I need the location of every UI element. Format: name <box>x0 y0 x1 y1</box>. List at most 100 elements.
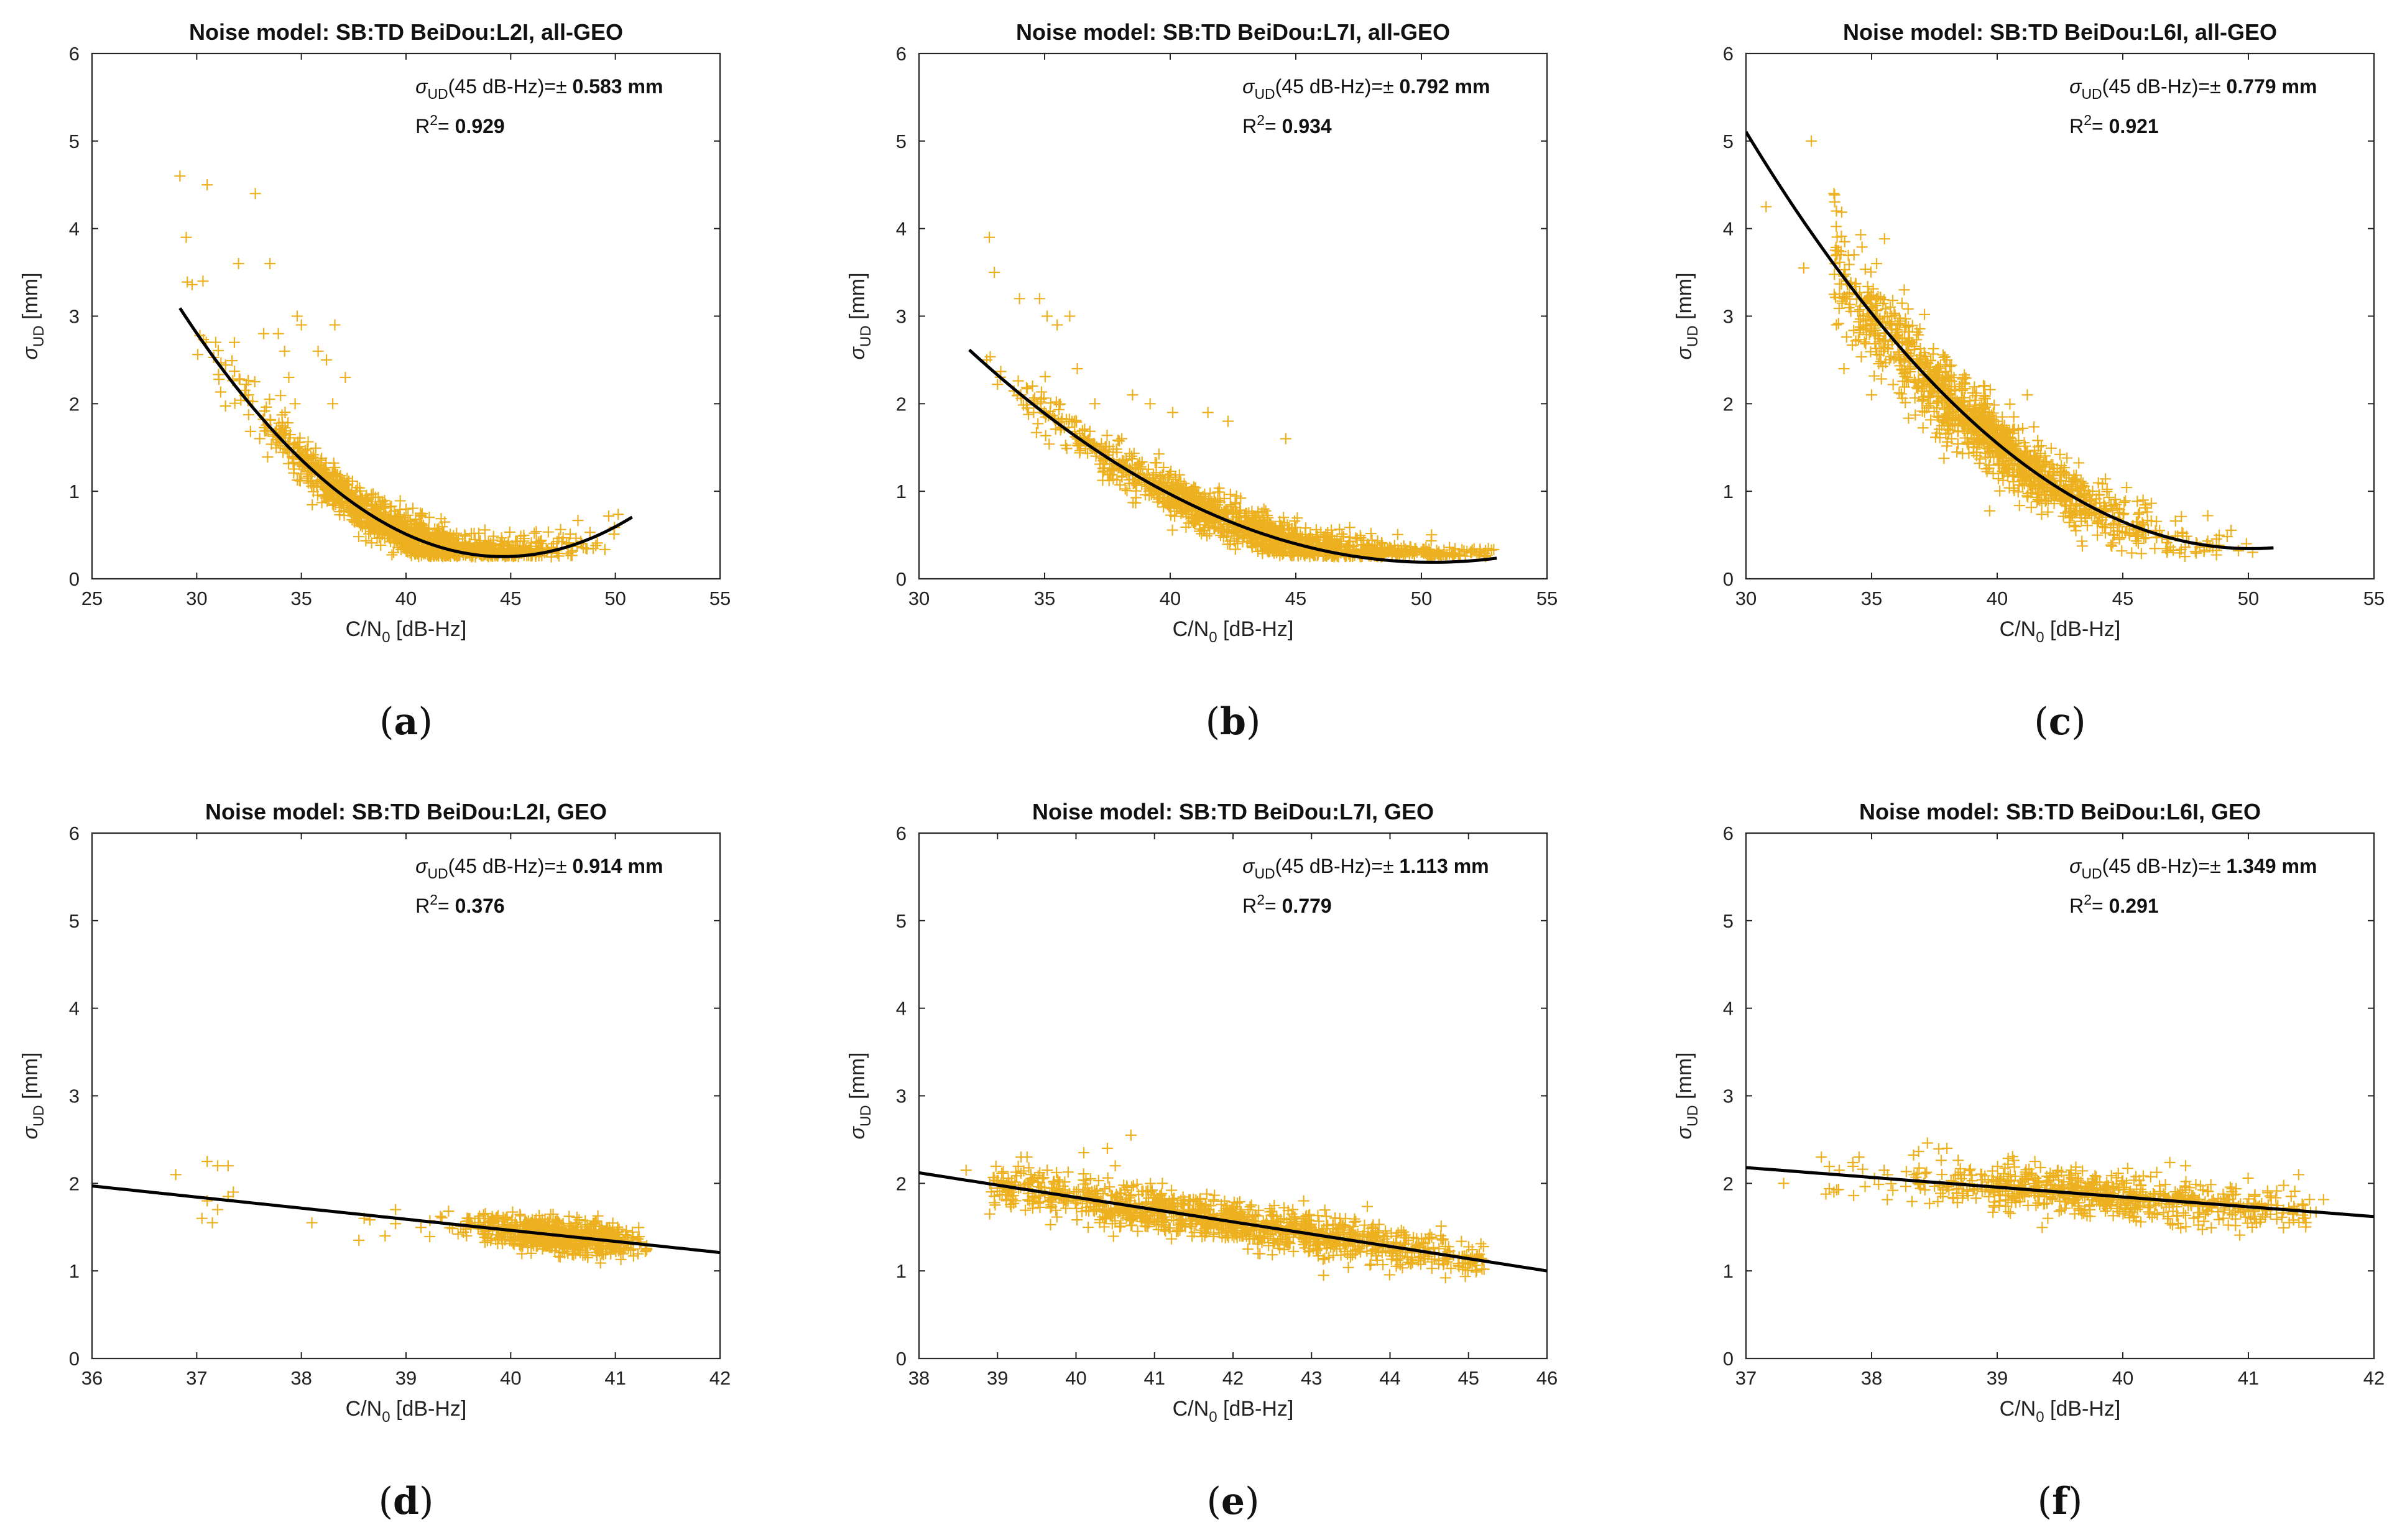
scatter-point <box>504 526 515 538</box>
scatter-point <box>1957 448 1969 459</box>
scatter-point <box>594 1257 606 1269</box>
scatter-point <box>374 521 386 533</box>
scatter-point <box>1439 1272 1451 1284</box>
scatter-point <box>353 510 364 522</box>
scatter-point <box>1358 534 1370 546</box>
scatter-point <box>346 502 358 514</box>
scatter-point <box>448 530 460 542</box>
scatter-point <box>206 1217 218 1229</box>
scatter-point <box>1981 466 1993 477</box>
scatter-point <box>264 258 276 269</box>
scatter-point <box>2054 448 2066 460</box>
scatter-point <box>2009 459 2021 471</box>
scatter-point <box>327 398 339 410</box>
y-tick-label: 5 <box>69 910 80 932</box>
scatter-point <box>479 1237 491 1248</box>
scatter-point <box>312 345 324 357</box>
scatter-point <box>1231 490 1242 502</box>
scatter-point <box>1028 392 1040 404</box>
scatter-point <box>1260 505 1272 517</box>
scatter-point <box>2107 528 2119 540</box>
scatter-point <box>507 1232 519 1243</box>
scatter-point <box>2003 482 2015 494</box>
scatter-point <box>478 1209 489 1220</box>
scatter-point <box>1411 545 1423 557</box>
scatter-point <box>1888 308 1900 320</box>
scatter-point <box>400 541 412 553</box>
r2-annotation: R2= 0.929 <box>415 112 505 137</box>
scatter-point <box>580 1249 591 1261</box>
scatter-point <box>1234 504 1245 516</box>
scatter-point <box>380 512 392 523</box>
y-tick-label: 3 <box>896 1086 907 1107</box>
scatter-point <box>1829 269 1840 280</box>
x-tick-label: 45 <box>1285 588 1306 609</box>
x-axis-label: C/N0 [dB-Hz] <box>346 1397 467 1426</box>
y-tick-label: 4 <box>1723 218 1734 240</box>
scatter-point <box>418 528 430 540</box>
scatter-point <box>436 521 448 533</box>
fit-line <box>968 348 1497 564</box>
scatter-point <box>1060 440 1071 451</box>
scatter-point <box>1344 522 1356 533</box>
scatter-point <box>1089 398 1101 410</box>
scatter-point <box>2138 533 2150 545</box>
scatter-point <box>1218 492 1230 504</box>
scatter-point <box>1282 519 1293 531</box>
scatter-point <box>1900 366 1911 378</box>
scatter-point <box>307 486 319 497</box>
scatter-point <box>287 456 299 468</box>
fit-line <box>92 1184 720 1255</box>
scatter-point <box>1126 453 1138 465</box>
scatter-point <box>1229 543 1241 555</box>
scatter-point <box>1923 400 1934 412</box>
scatter-point <box>1927 386 1939 398</box>
scatter-point <box>307 499 318 510</box>
scatter-point <box>2061 452 2073 464</box>
scatter-point <box>1185 489 1197 501</box>
scatter-point <box>1169 510 1181 522</box>
scatter-point <box>329 461 341 473</box>
scatter-point <box>2130 530 2141 542</box>
scatter-point <box>515 1238 527 1250</box>
scatter-point <box>1970 411 1982 423</box>
scatter-point <box>1967 422 1979 433</box>
scatter-point <box>1201 530 1213 542</box>
scatter-point <box>1144 398 1156 410</box>
scatter-point <box>606 1227 617 1238</box>
scatter-point <box>2118 496 2130 508</box>
scatter-point <box>213 344 224 356</box>
scatter-point <box>313 460 325 472</box>
scatter-point <box>302 436 314 448</box>
scatter-point <box>283 458 295 469</box>
data-layer <box>174 170 633 563</box>
scatter-point <box>2113 533 2125 545</box>
scatter-point <box>1922 357 1934 369</box>
scatter-point <box>283 372 295 384</box>
scatter-point <box>2031 496 2043 507</box>
scatter-point <box>234 374 246 385</box>
scatter-point <box>1947 406 1959 418</box>
scatter-point <box>196 1212 208 1224</box>
y-tick-label: 0 <box>69 1348 80 1370</box>
scatter-point <box>1214 486 1226 498</box>
y-tick-label: 1 <box>1723 481 1734 502</box>
scatter-point <box>180 231 192 243</box>
scatter-point <box>2105 522 2117 533</box>
scatter-point <box>390 1218 402 1230</box>
scatter-point <box>1895 315 1906 327</box>
scatter-point <box>2116 545 2128 557</box>
scatter-point <box>2020 450 2031 461</box>
scatter-point <box>1214 530 1226 542</box>
scatter-point <box>584 527 596 538</box>
scatter-point <box>1893 387 1905 399</box>
scatter-point <box>1456 544 1468 556</box>
scatter-point <box>326 498 338 510</box>
y-tick-label: 2 <box>69 1173 80 1194</box>
scatter-point <box>2133 507 2145 519</box>
scatter-point <box>1334 523 1346 535</box>
scatter-point <box>182 276 193 288</box>
scatter-point <box>1829 196 1840 208</box>
scatter-point <box>563 1210 575 1222</box>
